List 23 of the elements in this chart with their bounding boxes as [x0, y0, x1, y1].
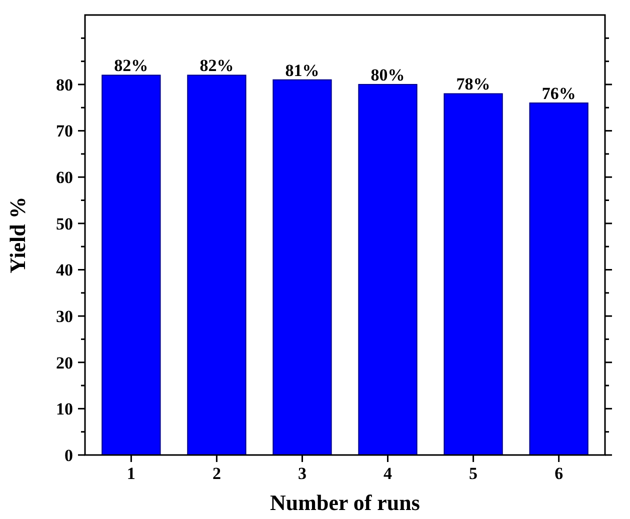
data-label: 76%	[542, 84, 576, 103]
y-axis-title: Yield %	[5, 196, 30, 274]
y-tick-label: 80	[56, 75, 73, 94]
data-label: 80%	[370, 65, 405, 84]
x-axis-title: Number of runs	[270, 490, 420, 515]
y-tick-label: 60	[56, 168, 73, 188]
x-tick-label: 6	[554, 464, 564, 483]
data-label: 81%	[285, 60, 320, 80]
y-tick-label: 20	[56, 353, 73, 372]
y-tick-label: 10	[56, 400, 73, 419]
data-label: 78%	[456, 74, 490, 94]
y-tick-label: 0	[64, 446, 73, 465]
y-tick-label: 30	[56, 307, 73, 326]
x-tick-label: 5	[469, 464, 478, 483]
x-tick-label: 1	[126, 464, 136, 483]
x-tick-label: 4	[384, 464, 393, 483]
x-tick-label: 2	[212, 464, 221, 483]
y-tick-label: 40	[56, 260, 73, 280]
y-tick-label: 70	[56, 122, 73, 141]
data-label: 82%	[114, 56, 148, 76]
y-tick-label: 50	[56, 214, 73, 234]
data-label: 82%	[200, 56, 234, 76]
x-tick-label: 3	[298, 464, 306, 483]
